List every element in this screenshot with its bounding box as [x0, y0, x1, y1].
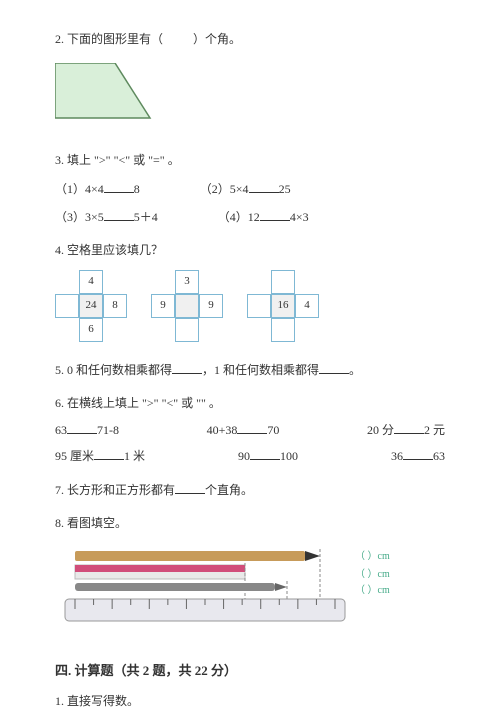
- cell[interactable]: [247, 294, 271, 318]
- q3-item-3: （3）3×55＋4: [55, 207, 158, 227]
- q3-item-2: （2）5×425: [200, 179, 291, 199]
- trapezoid-icon: [55, 63, 155, 123]
- question-2: 2. 下面的图形里有（ ）个角。: [55, 30, 445, 49]
- ruler-svg-icon: （ ）cm （ ）cm （ ）cm: [55, 547, 415, 627]
- pencil-tip-icon: [305, 551, 320, 561]
- measure-label-1: （ ）cm: [355, 550, 390, 562]
- blank[interactable]: [94, 446, 124, 460]
- q6-title: 6. 在横线上填上 ">" "<" 或 "" 。: [55, 394, 445, 413]
- blank[interactable]: [394, 420, 424, 434]
- pen-icon: [75, 583, 275, 591]
- blank[interactable]: [250, 446, 280, 460]
- blank[interactable]: [403, 446, 433, 460]
- question-5: 5. 0 和任何数相乘都得，1 和任何数相乘都得。: [55, 360, 445, 380]
- cell[interactable]: 4: [79, 270, 103, 294]
- measure-label-3: （ ）cm: [355, 584, 390, 596]
- cell-center: 24: [79, 294, 103, 318]
- cell[interactable]: 9: [151, 294, 175, 318]
- cell[interactable]: [271, 270, 295, 294]
- blank[interactable]: [104, 207, 134, 221]
- question-6: 6. 在横线上填上 ">" "<" 或 "" 。 6371-8 40+3870 …: [55, 394, 445, 466]
- q8-title: 8. 看图填空。: [55, 514, 445, 533]
- section-4-item-1: 1. 直接写得数。: [55, 692, 445, 711]
- cell[interactable]: [55, 294, 79, 318]
- question-7: 7. 长方形和正方形都有个直角。: [55, 480, 445, 500]
- q6-row-1: 6371-8 40+3870 20 分2 元: [55, 420, 445, 440]
- q6-row-2: 95 厘米1 米 90100 3663: [55, 446, 445, 466]
- question-4: 4. 空格里应该填几？ 4 24 8 6 3 9 9 16 4: [55, 241, 445, 342]
- question-3: 3. 填上 ">" "<" 或 "=" 。 （1）4×48 （2）5×425 （…: [55, 151, 445, 227]
- blank[interactable]: [67, 420, 97, 434]
- q2-text-a: 2. 下面的图形里有（: [55, 32, 163, 46]
- blank[interactable]: [260, 207, 290, 221]
- q2-shape: [55, 63, 445, 129]
- q3-title: 3. 填上 ">" "<" 或 "=" 。: [55, 151, 445, 170]
- cross-3: 16 4: [247, 270, 319, 342]
- blank[interactable]: [175, 480, 205, 494]
- blank[interactable]: [104, 179, 134, 193]
- cross-2: 3 9 9: [151, 270, 223, 342]
- blank[interactable]: [172, 360, 202, 374]
- cell[interactable]: 3: [175, 270, 199, 294]
- cell[interactable]: 8: [103, 294, 127, 318]
- cell[interactable]: 6: [79, 318, 103, 342]
- cell[interactable]: [271, 318, 295, 342]
- q3-item-4: （4）124×3: [218, 207, 309, 227]
- eraser-stripe-icon: [75, 565, 245, 572]
- cell[interactable]: [175, 318, 199, 342]
- cross-1: 4 24 8 6: [55, 270, 127, 342]
- cross-puzzles: 4 24 8 6 3 9 9 16 4: [55, 270, 445, 342]
- measure-label-2: （ ）cm: [355, 568, 390, 580]
- blank[interactable]: [249, 179, 279, 193]
- q3-item-1: （1）4×48: [55, 179, 140, 199]
- section-4-title: 四. 计算题（共 2 题，共 22 分）: [55, 661, 445, 682]
- pencil-icon: [75, 551, 305, 561]
- blank[interactable]: [237, 420, 267, 434]
- cell-center: 16: [271, 294, 295, 318]
- q4-title: 4. 空格里应该填几？: [55, 241, 445, 260]
- cell[interactable]: 4: [295, 294, 319, 318]
- cell[interactable]: 9: [199, 294, 223, 318]
- ruler-figure: （ ）cm （ ）cm （ ）cm: [55, 547, 445, 633]
- q2-text-b: ）个角。: [193, 32, 241, 46]
- blank[interactable]: [319, 360, 349, 374]
- question-8: 8. 看图填空。: [55, 514, 445, 533]
- trapezoid-polygon: [55, 63, 150, 118]
- pen-tip-icon: [275, 583, 287, 591]
- cell-center[interactable]: [175, 294, 199, 318]
